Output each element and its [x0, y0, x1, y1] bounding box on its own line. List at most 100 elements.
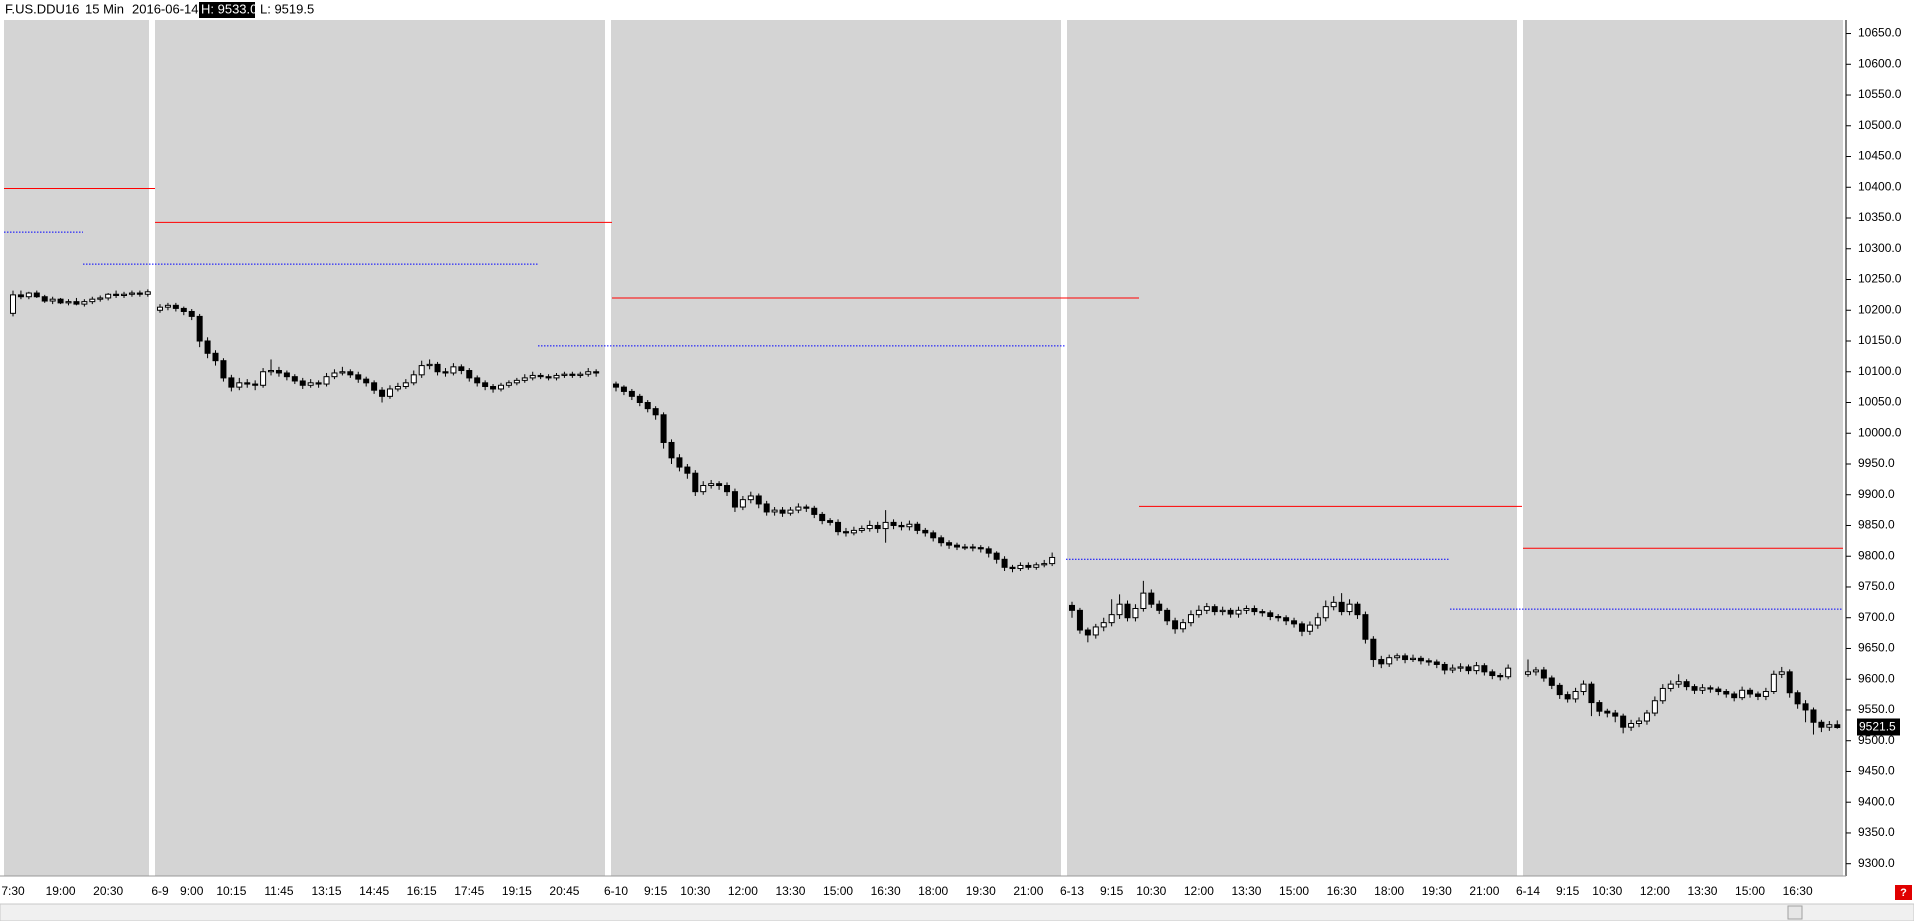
candle-body [628, 390, 635, 397]
candle-body [402, 382, 409, 388]
y-tick-label: 10450.0 [1858, 149, 1902, 163]
candle-body [394, 386, 401, 390]
x-tick-label: 10:15 [216, 884, 246, 898]
candle-body [1794, 692, 1801, 705]
candle-body [1707, 687, 1714, 690]
x-tick-label: 9:00 [180, 884, 204, 898]
candle-body [1132, 608, 1139, 619]
candle-body [418, 365, 425, 376]
y-tick-label: 10200.0 [1858, 302, 1902, 316]
candle-body [212, 352, 219, 362]
candle-body [985, 548, 992, 554]
header-bar [0, 0, 1914, 19]
y-tick-label: 10250.0 [1858, 272, 1902, 286]
candle-body [355, 374, 362, 380]
y-tick-label: 9650.0 [1858, 641, 1895, 655]
help-button[interactable] [1895, 885, 1912, 900]
high-box [199, 2, 255, 18]
candle-body [1243, 608, 1250, 611]
candle-body [795, 506, 802, 511]
candle-body [1227, 609, 1234, 615]
x-tick-label: 12:00 [1640, 884, 1670, 898]
candle-body [1465, 666, 1472, 672]
candle-body [842, 531, 849, 534]
candle-body [1433, 661, 1440, 665]
candle-body [553, 374, 560, 379]
candle-body [1195, 609, 1202, 616]
candle-body [49, 298, 56, 302]
candle-body [386, 388, 393, 397]
date: 2016-06-14 [132, 1, 199, 16]
candle-body [268, 370, 275, 373]
candle-body [1778, 671, 1785, 675]
candle-body [1620, 715, 1627, 728]
candle-body [113, 293, 120, 296]
candle-body [747, 495, 754, 501]
session-separator [1517, 20, 1523, 876]
scrollbar[interactable] [0, 903, 1914, 921]
y-tick-label: 9850.0 [1858, 518, 1895, 532]
x-tick-label: 21:00 [1013, 884, 1043, 898]
candle-body [497, 384, 504, 390]
x-tick-label: 19:15 [502, 884, 532, 898]
x-tick-label: 14:45 [359, 884, 389, 898]
y-tick-label: 9800.0 [1858, 548, 1895, 562]
candle-body [1457, 666, 1464, 669]
y-tick-label: 10300.0 [1858, 241, 1902, 255]
candle-body [1525, 671, 1531, 675]
candle-body [1203, 606, 1210, 611]
candle-body [922, 529, 929, 534]
x-tick-label: 15:00 [1279, 884, 1309, 898]
candle-body [569, 373, 576, 376]
candle-body [1489, 671, 1496, 677]
candle-body [41, 296, 48, 302]
candle-body [1267, 612, 1274, 617]
x-tick-label: 21:00 [1469, 884, 1499, 898]
candle-body [260, 371, 267, 386]
session-separator [605, 20, 611, 876]
candle-body [458, 366, 465, 372]
y-tick-label: 10350.0 [1858, 210, 1902, 224]
candle-body [1699, 687, 1706, 691]
candle-body [1739, 689, 1746, 699]
axes: 9300.0 9350.0 9400.0 9450.0 9500.0 9550.0 9600… [1, 26, 1901, 898]
candle-body [371, 382, 378, 391]
candle-body [731, 491, 738, 508]
candle-body [1314, 617, 1321, 626]
x-tick-label: 13:30 [775, 884, 805, 898]
candle-body [339, 371, 346, 374]
candle-body [136, 292, 143, 295]
candle-body [220, 360, 227, 379]
candle-body [450, 366, 457, 374]
candle-body [1251, 608, 1258, 613]
candle-body [505, 382, 512, 386]
candle-body [1049, 556, 1056, 565]
candle-body [379, 389, 386, 397]
candle-body [164, 304, 171, 308]
scrollbar-thumb[interactable] [1787, 905, 1803, 920]
candle-body [521, 377, 528, 381]
x-tick-label: 12:00 [1184, 884, 1214, 898]
candle-body [1291, 620, 1298, 625]
last-price-label: 9521.5 [1859, 720, 1896, 734]
help-icon[interactable]: ? [1900, 887, 1907, 899]
x-tick-label: 17:45 [454, 884, 484, 898]
candle-body [577, 373, 584, 376]
x-tick-label: 16:30 [1327, 884, 1357, 898]
candle-body [1540, 669, 1547, 679]
candle-body [561, 373, 568, 376]
candle-body [73, 301, 80, 305]
candle-body [684, 466, 691, 474]
candle-body [946, 542, 953, 546]
x-tick-label: 6-13 [1060, 884, 1084, 898]
candle-body [1017, 564, 1024, 570]
candle-body [315, 382, 322, 385]
candle-body [874, 524, 881, 530]
y-tick-label: 9750.0 [1858, 579, 1895, 593]
candle-body [811, 507, 818, 515]
candle-body [1449, 667, 1456, 671]
candle-body [25, 292, 32, 298]
candle-body [724, 485, 731, 493]
candle-body [57, 298, 64, 304]
candle-body [1076, 609, 1083, 631]
